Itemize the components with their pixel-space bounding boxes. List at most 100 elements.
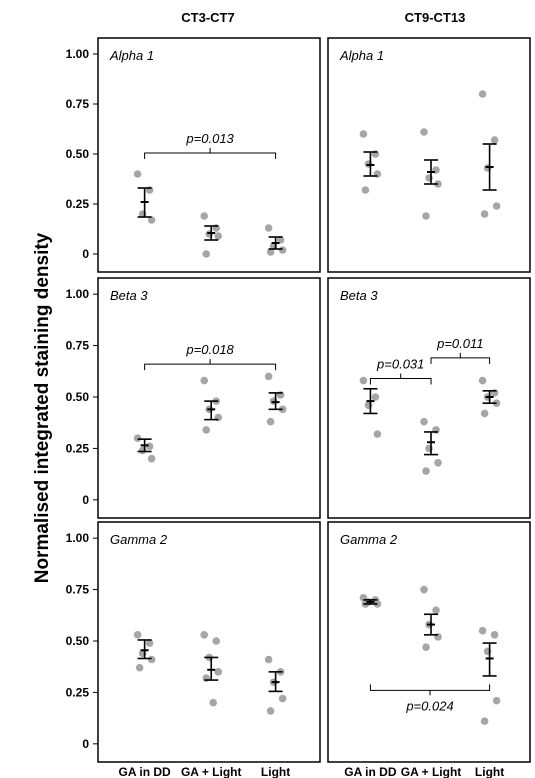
- data-point: [422, 643, 430, 651]
- data-point: [480, 210, 489, 218]
- data-point: [420, 585, 428, 594]
- panel-frame: [97, 37, 321, 273]
- data-point: [147, 655, 156, 664]
- data-point: [133, 170, 142, 178]
- x-tick-label: GA in DD: [344, 765, 397, 778]
- panel-alpha1-ct9: Alpha 1: [327, 37, 531, 273]
- panel-frame: [327, 521, 531, 763]
- y-tick-label: 1.00: [66, 531, 90, 545]
- data-point: [135, 663, 144, 672]
- data-point: [202, 250, 211, 258]
- data-point: [200, 212, 209, 220]
- data-point: [492, 696, 501, 705]
- y-axis-label: Normalised integrated staining density: [32, 232, 53, 583]
- data-point: [133, 434, 142, 442]
- data-point: [214, 232, 223, 240]
- data-point: [492, 202, 501, 210]
- p-value-label: p=0.011: [436, 336, 483, 351]
- data-point: [422, 212, 430, 220]
- bracket-line: [369, 684, 491, 691]
- bracket-line: [144, 152, 277, 159]
- column-title-ct9: CT9-CT13: [405, 10, 466, 25]
- data-point: [373, 600, 382, 608]
- significance-bracket: p=0.024: [369, 684, 491, 713]
- data-point: [145, 442, 154, 451]
- data-point: [432, 606, 440, 614]
- data-point: [434, 180, 442, 188]
- data-point: [478, 90, 487, 98]
- data-point: [276, 236, 285, 244]
- p-value-label: p=0.013: [185, 131, 234, 146]
- significance-bracket: p=0.013: [144, 131, 277, 159]
- x-tick-label: Light: [475, 765, 504, 778]
- x-tick-label: Light: [261, 765, 290, 778]
- y-tick-label: 1.00: [66, 287, 90, 301]
- data-point: [278, 405, 287, 414]
- data-point: [147, 216, 156, 224]
- panel-title: Gamma 2: [110, 532, 168, 547]
- panel-title: Alpha 1: [339, 48, 384, 63]
- panel-title: Gamma 2: [340, 532, 398, 547]
- data-point: [278, 246, 287, 254]
- data-point: [480, 717, 489, 726]
- panel-beta3-ct9: Beta 3 p=0.031 p=0.011: [327, 277, 531, 519]
- panel-title: Alpha 1: [109, 48, 154, 63]
- p-value-label: p=0.024: [405, 698, 453, 713]
- data-point: [359, 130, 368, 138]
- data-point: [478, 626, 487, 635]
- y-tick-label: 0.50: [66, 634, 90, 648]
- data-point: [200, 631, 209, 639]
- y-tick-label: 0.25: [66, 685, 90, 699]
- y-tick-label: 0: [82, 737, 89, 751]
- data-point: [490, 136, 499, 144]
- significance-bracket: p=0.011: [430, 336, 491, 364]
- y-tick-label: 0.50: [66, 390, 90, 404]
- data-point: [266, 707, 275, 715]
- data-point: [422, 467, 430, 475]
- y-tick-label: 0.50: [66, 147, 90, 161]
- y-tick-label: 0: [82, 247, 89, 261]
- data-point: [278, 694, 287, 703]
- panel-frame: [327, 37, 531, 273]
- panel-alpha1-ct3: Alpha 1 0 0.25 0.50 0.75 1.00 p=0.013: [66, 37, 321, 273]
- data-point: [490, 631, 499, 639]
- bracket-line: [369, 377, 432, 385]
- data-point: [492, 399, 501, 407]
- panel-title: Beta 3: [110, 288, 148, 303]
- y-tick-label: 0: [82, 493, 89, 507]
- significance-bracket: p=0.018: [144, 342, 277, 371]
- data-point: [214, 668, 223, 676]
- data-point: [202, 426, 211, 434]
- data-point: [212, 637, 221, 645]
- panel-frame: [97, 277, 321, 519]
- significance-bracket: p=0.031: [369, 356, 432, 385]
- bracket-line: [144, 363, 277, 371]
- x-tick-label: GA + Light: [401, 765, 462, 778]
- data-point: [264, 224, 273, 232]
- x-tick-label: GA + Light: [181, 765, 242, 778]
- column-title-ct3: CT3-CT7: [181, 10, 234, 25]
- panel-frame: [327, 277, 531, 519]
- data-point: [361, 186, 370, 194]
- x-tick-label: GA in DD: [119, 765, 172, 778]
- p-value-label: p=0.018: [185, 342, 234, 357]
- data-point: [133, 631, 142, 639]
- y-tick-label: 0.75: [66, 339, 90, 353]
- data-point: [147, 454, 156, 463]
- data-point: [209, 698, 218, 707]
- p-value-label: p=0.031: [376, 356, 424, 371]
- panel-beta3-ct3: Beta 3 0 0.25 0.50 0.75 1.00 p=0.018: [66, 277, 321, 519]
- data-point: [200, 376, 209, 385]
- data-point: [480, 409, 489, 418]
- data-point: [420, 128, 428, 136]
- y-tick-label: 0.75: [66, 97, 90, 111]
- panel-title: Beta 3: [340, 288, 378, 303]
- y-tick-label: 0.75: [66, 583, 90, 597]
- y-tick-label: 0.25: [66, 441, 90, 455]
- panel-frame: [97, 521, 321, 763]
- data-point: [266, 417, 275, 426]
- bracket-line: [430, 357, 491, 364]
- y-tick-label: 0.25: [66, 197, 90, 211]
- data-point: [373, 430, 382, 438]
